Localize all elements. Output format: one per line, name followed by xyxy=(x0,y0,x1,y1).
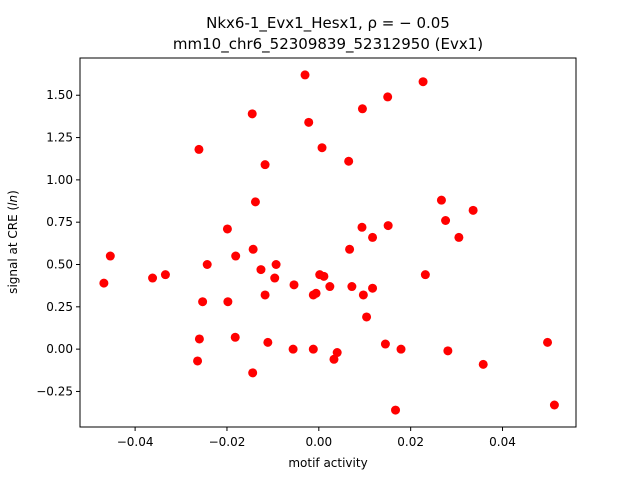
data-point-46 xyxy=(383,92,393,102)
data-point-15 xyxy=(250,197,260,207)
data-point-6 xyxy=(194,334,204,344)
data-point-31 xyxy=(317,143,327,153)
y-axis-label: signal at CRE (ln) xyxy=(6,190,20,294)
x-axis-ticks: −0.04 −0.02 0.00 0.02 0.04 xyxy=(117,427,516,449)
x-tick-label: 0.04 xyxy=(489,435,516,449)
data-point-50 xyxy=(418,77,428,87)
data-point-59 xyxy=(549,400,559,410)
data-point-21 xyxy=(270,273,280,283)
data-point-1 xyxy=(105,251,115,261)
data-point-33 xyxy=(325,282,335,292)
data-point-55 xyxy=(454,232,464,242)
y-tick-label: 0.00 xyxy=(46,342,73,356)
y-tick-label: 1.50 xyxy=(46,88,73,102)
x-axis-label: motif activity xyxy=(288,456,367,470)
data-point-23 xyxy=(289,280,299,290)
data-point-25 xyxy=(300,70,310,80)
chart-title-line1: Nkx6-1_Evx1_Hesx1, ρ = − 0.05 xyxy=(206,14,450,33)
data-point-14 xyxy=(248,244,258,254)
data-point-10 xyxy=(223,297,233,307)
data-point-19 xyxy=(260,290,270,300)
y-tick-label: 1.00 xyxy=(46,173,73,187)
data-point-56 xyxy=(468,205,478,215)
y-tick-label: 0.75 xyxy=(46,215,73,229)
data-point-24 xyxy=(288,344,298,354)
data-points xyxy=(99,70,559,415)
data-point-0 xyxy=(99,278,109,288)
data-point-4 xyxy=(194,144,204,154)
y-tick-label: 0.50 xyxy=(46,258,73,272)
data-point-26 xyxy=(304,117,314,127)
data-point-17 xyxy=(256,265,266,275)
y-axis-ticks: −0.25 0.00 0.25 0.50 0.75 1.00 1.25 1.50 xyxy=(36,88,80,398)
data-point-22 xyxy=(271,260,281,269)
data-point-29 xyxy=(311,288,321,298)
data-point-12 xyxy=(230,332,240,342)
data-point-42 xyxy=(362,312,372,322)
data-point-37 xyxy=(345,244,355,254)
data-point-35 xyxy=(332,348,342,358)
data-point-7 xyxy=(198,297,208,307)
data-point-54 xyxy=(443,346,453,356)
data-point-5 xyxy=(193,356,203,366)
data-point-28 xyxy=(308,344,318,354)
data-point-47 xyxy=(383,221,393,231)
data-point-18 xyxy=(260,160,270,170)
data-point-16 xyxy=(248,368,258,378)
data-point-40 xyxy=(357,222,367,232)
data-point-44 xyxy=(368,232,378,242)
data-point-38 xyxy=(347,282,357,292)
y-tick-label: 1.25 xyxy=(46,131,73,145)
data-point-11 xyxy=(231,251,241,261)
data-point-2 xyxy=(148,273,158,283)
data-point-20 xyxy=(263,337,273,347)
data-point-53 xyxy=(441,216,451,225)
data-point-9 xyxy=(222,224,232,234)
data-point-49 xyxy=(396,344,406,354)
y-tick-label: 0.25 xyxy=(46,300,73,314)
data-point-3 xyxy=(160,270,170,280)
data-point-52 xyxy=(436,195,446,205)
data-point-51 xyxy=(420,270,430,280)
data-point-43 xyxy=(368,283,378,293)
data-point-36 xyxy=(344,156,354,166)
data-point-48 xyxy=(391,405,401,415)
data-point-8 xyxy=(202,260,212,269)
data-point-39 xyxy=(357,104,367,114)
plot-frame xyxy=(79,57,577,428)
x-tick-label: −0.02 xyxy=(209,435,246,449)
data-point-13 xyxy=(247,109,257,119)
x-tick-label: −0.04 xyxy=(117,435,154,449)
data-point-34 xyxy=(329,354,339,364)
data-point-32 xyxy=(319,271,329,281)
x-tick-label: 0.00 xyxy=(305,435,332,449)
data-point-41 xyxy=(358,290,368,300)
chart-title-line2: mm10_chr6_52309839_52312950 (Evx1) xyxy=(173,35,483,54)
data-point-45 xyxy=(380,339,390,349)
x-tick-label: 0.02 xyxy=(397,435,424,449)
data-point-57 xyxy=(478,359,488,369)
data-point-58 xyxy=(543,337,553,347)
y-tick-label: −0.25 xyxy=(36,384,73,398)
